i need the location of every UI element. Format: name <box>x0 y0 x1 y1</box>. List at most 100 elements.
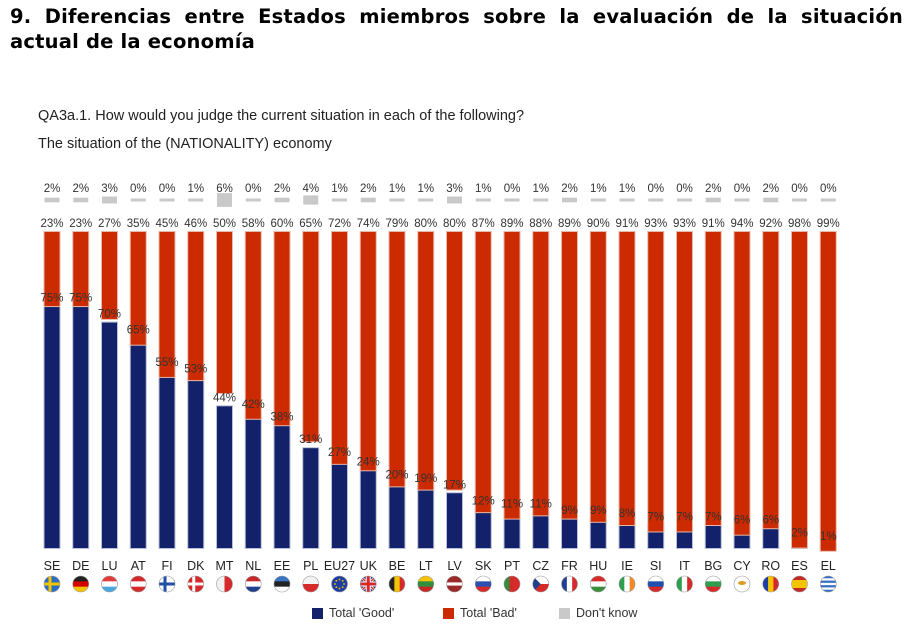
flag-es-icon <box>791 576 808 592</box>
category-label: MT <box>215 559 233 573</box>
label-dontknow: 2% <box>44 183 61 195</box>
label-good: 65% <box>127 325 150 337</box>
category-label: LU <box>102 559 118 573</box>
label-dontknow: 2% <box>360 183 377 195</box>
label-good: 55% <box>155 357 178 369</box>
category-label: BG <box>704 559 722 573</box>
bar-bad <box>245 232 261 419</box>
label-dontknow: 3% <box>446 183 463 195</box>
bar-dontknow <box>447 196 462 204</box>
bar-dontknow <box>360 197 376 203</box>
label-good: 44% <box>213 392 236 404</box>
category-label: FI <box>161 559 172 573</box>
label-bad: 27% <box>98 218 121 230</box>
flag-eu-icon <box>331 576 348 592</box>
flag-se-icon-border <box>43 575 61 593</box>
bar-bad <box>332 232 347 464</box>
bar-bad <box>130 232 146 345</box>
legend-swatch-bad <box>443 607 454 619</box>
category-label: DK <box>187 559 205 573</box>
label-bad: 93% <box>644 218 667 230</box>
label-dontknow: 4% <box>302 183 319 195</box>
label-dontknow: 2% <box>705 183 722 195</box>
bar-bad <box>73 232 89 307</box>
bar-bad <box>102 232 117 319</box>
bar-dontknow <box>188 198 204 202</box>
flag-fi-icon-border <box>158 575 176 593</box>
bar-good <box>590 519 606 548</box>
label-dontknow: 0% <box>504 183 521 195</box>
label-good: 8% <box>619 508 636 520</box>
category-label: FR <box>561 559 578 573</box>
flag-bg-icon-border <box>704 575 722 593</box>
label-bad: 99% <box>817 218 840 230</box>
category-label: RO <box>761 559 780 573</box>
bar-dontknow <box>332 198 347 202</box>
bar-bad <box>734 232 750 535</box>
label-bad: 46% <box>184 218 207 230</box>
flag-pl-icon-border <box>302 575 320 593</box>
flag-dk-icon <box>187 576 204 592</box>
flag-fi-icon <box>159 576 175 592</box>
bar-dontknow <box>303 195 319 205</box>
flag-eu-icon-border <box>331 575 348 593</box>
bar-dontknow <box>44 197 60 203</box>
label-bad: 91% <box>702 218 725 230</box>
flag-ro-icon-border <box>762 575 780 593</box>
flag-ee-icon <box>274 576 290 592</box>
label-dontknow: 0% <box>130 183 147 195</box>
label-dontknow: 2% <box>274 183 291 195</box>
label-bad: 91% <box>615 218 638 230</box>
label-good: 24% <box>357 457 380 469</box>
legend-swatch-good <box>312 607 323 619</box>
page-heading: 9. Diferencias entre Estados miembros so… <box>10 5 903 53</box>
bar-dontknow <box>102 196 117 204</box>
label-good: 6% <box>762 515 779 527</box>
label-good: 31% <box>299 434 322 446</box>
flag-de-icon <box>72 576 89 592</box>
category-label: LV <box>447 559 462 573</box>
category-label: ES <box>791 559 808 573</box>
label-good: 7% <box>705 511 722 523</box>
category-label: DE <box>72 559 89 573</box>
label-bad: 60% <box>270 218 293 230</box>
label-dontknow: 1% <box>619 183 636 195</box>
bar-dontknow <box>734 198 750 202</box>
flag-nl-icon <box>245 576 262 592</box>
label-bad: 58% <box>242 218 265 230</box>
flag-pt-icon <box>504 576 520 592</box>
bar-good <box>705 525 721 548</box>
label-good: 75% <box>40 293 63 305</box>
bar-good <box>533 512 549 548</box>
label-good: 75% <box>69 293 92 305</box>
legend-label-good: Total 'Good' <box>329 606 395 620</box>
bar-dontknow <box>820 198 836 202</box>
flag-ie-icon-border <box>618 575 636 593</box>
bar-dontknow <box>73 197 89 203</box>
label-bad: 80% <box>414 218 437 230</box>
label-bad: 50% <box>213 218 236 230</box>
label-bad: 72% <box>328 218 351 230</box>
bar-dontknow <box>130 198 146 202</box>
bar-bad <box>188 232 204 381</box>
category-label: AT <box>131 559 146 573</box>
bar-bad <box>389 232 405 487</box>
label-dontknow: 1% <box>331 183 348 195</box>
category-label: EU27 <box>324 559 355 573</box>
category-label: SK <box>475 559 492 573</box>
flag-es-icon-border <box>791 575 808 593</box>
flag-nl-icon-border <box>244 575 262 593</box>
label-good: 1% <box>820 531 837 543</box>
bar-good <box>73 306 89 548</box>
category-label: PT <box>504 559 520 573</box>
bar-bad <box>217 232 232 393</box>
bar-dontknow <box>763 197 779 203</box>
flag-cz-icon-border <box>532 575 550 593</box>
flag-de-icon-border <box>72 575 90 593</box>
flag-pt-icon-border <box>503 575 521 593</box>
bar-bad <box>303 232 319 442</box>
label-dontknow: 1% <box>475 183 492 195</box>
bar-bad <box>159 232 175 377</box>
label-dontknow: 0% <box>676 183 693 195</box>
bar-bad <box>44 232 60 307</box>
